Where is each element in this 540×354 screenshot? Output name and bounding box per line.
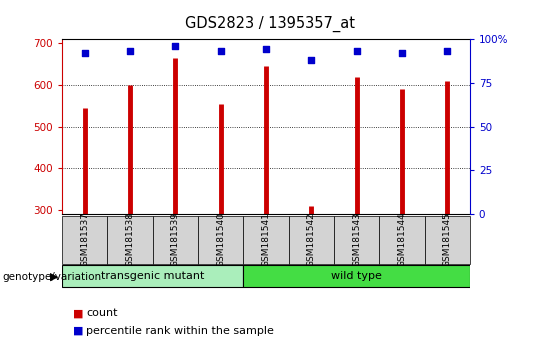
Text: count: count [86, 308, 118, 318]
Text: GSM181540: GSM181540 [216, 212, 225, 267]
Text: GSM181543: GSM181543 [352, 212, 361, 267]
Point [352, 48, 361, 54]
Point [307, 57, 315, 63]
FancyBboxPatch shape [198, 216, 244, 264]
Text: genotype/variation: genotype/variation [3, 272, 102, 282]
FancyBboxPatch shape [379, 216, 424, 264]
Text: ■: ■ [73, 326, 83, 336]
FancyBboxPatch shape [62, 216, 107, 264]
Point [397, 50, 406, 56]
Point [80, 50, 89, 56]
Point [217, 48, 225, 54]
Text: GSM181538: GSM181538 [126, 212, 134, 267]
Text: GSM181545: GSM181545 [443, 212, 451, 267]
Text: GSM181544: GSM181544 [397, 212, 406, 267]
FancyBboxPatch shape [62, 265, 244, 287]
FancyBboxPatch shape [244, 265, 470, 287]
Text: wild type: wild type [331, 271, 382, 281]
Text: GSM181539: GSM181539 [171, 212, 180, 267]
Text: percentile rank within the sample: percentile rank within the sample [86, 326, 274, 336]
Text: ■: ■ [73, 308, 83, 318]
Text: GSM181541: GSM181541 [261, 212, 271, 267]
FancyBboxPatch shape [153, 216, 198, 264]
FancyBboxPatch shape [424, 216, 470, 264]
FancyBboxPatch shape [334, 216, 379, 264]
Text: transgenic mutant: transgenic mutant [101, 271, 204, 281]
FancyBboxPatch shape [244, 216, 288, 264]
FancyBboxPatch shape [107, 216, 153, 264]
Text: GSM181542: GSM181542 [307, 212, 316, 267]
Point [261, 47, 270, 52]
Text: ▶: ▶ [50, 272, 58, 282]
Point [171, 43, 180, 49]
Text: GDS2823 / 1395357_at: GDS2823 / 1395357_at [185, 16, 355, 32]
Point [126, 48, 134, 54]
Text: GSM181537: GSM181537 [80, 212, 89, 267]
FancyBboxPatch shape [288, 216, 334, 264]
Point [443, 48, 451, 54]
